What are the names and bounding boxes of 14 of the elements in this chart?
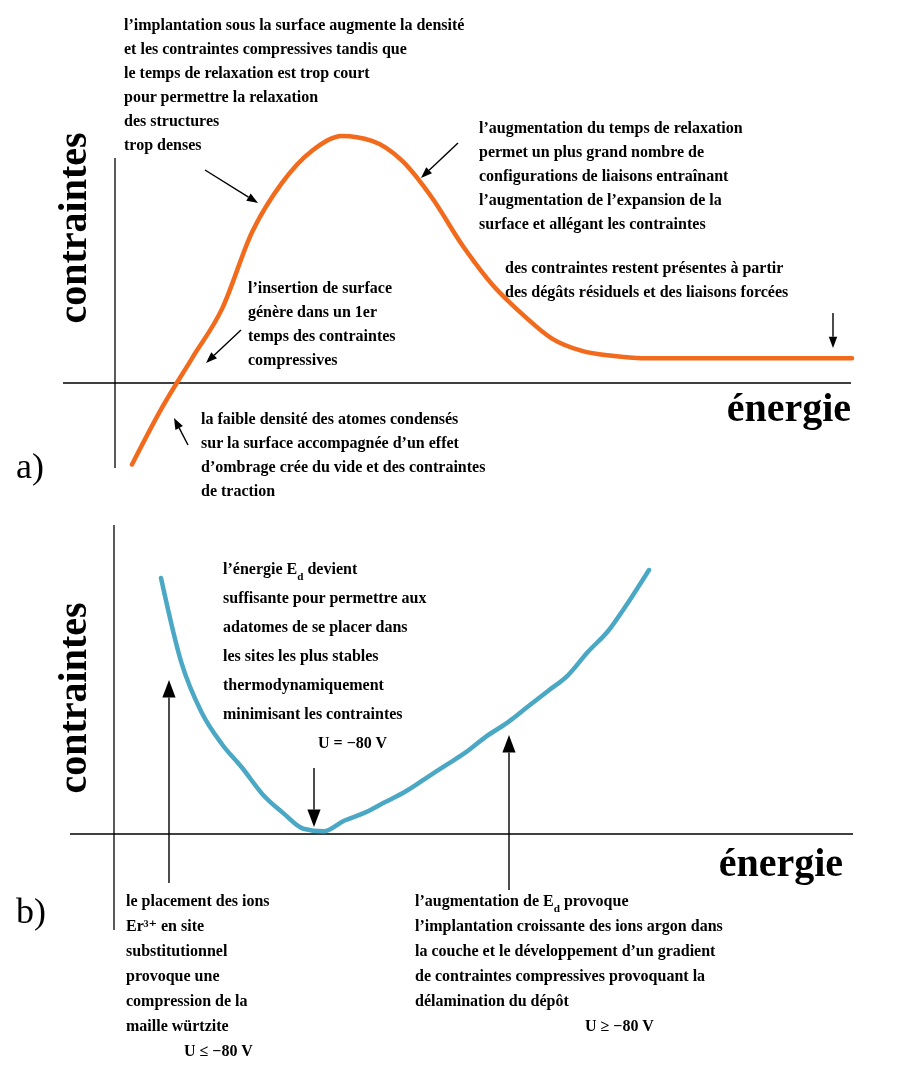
annotation: l’augmentation du temps de relaxation permet un plus grand nombre de configurations de liaisons entraînant l’augmentation de l’expansion de la surface et allégant les contraintes xyxy=(479,119,743,233)
text: a) xyxy=(16,446,44,486)
annotation: des contraintes restent présentes à partir des dégâts résiduels et des liaisons forcées xyxy=(505,259,789,301)
text: l’augmentation de E$_{d}$ provoque l’implantation croissante des ions argon dans la couche et le développement d’un gradient de contraintes compressives provoquant la délamination du dépôt U ≥ −80 V xyxy=(415,892,723,1034)
text: b) xyxy=(16,891,46,931)
annotation: la faible densité des atomes condensés sur la surface accompagnée d’un effet d’ombrage crée du vide et des contraintes de traction xyxy=(201,410,486,499)
x-axis-title: énergie xyxy=(718,840,843,885)
annotation: l’implantation sous la surface augmente la densité et les contraintes compressives tandis que le temps de relaxation est trop court pour permettre la relaxation des structures trop denses xyxy=(124,16,465,154)
y-axis-title: contraintes xyxy=(50,602,95,794)
text: l’énergie E$_{d}$ devient suffisante pour permettre aux adatomes de se placer dans les sites les plus stables thermodynamiquement minimisant les contraintes U = −80 V xyxy=(223,560,427,751)
x-axis-title: énergie xyxy=(726,385,851,430)
y-axis-title: contraintes xyxy=(50,132,95,324)
text: le placement des ions Er³⁺ en site substitutionnel provoque une compression de la maille würtzite U ≤ −80 V xyxy=(126,892,270,1059)
annotation: l’insertion de surface génère dans un 1er temps des contraintes compressives xyxy=(248,279,396,369)
